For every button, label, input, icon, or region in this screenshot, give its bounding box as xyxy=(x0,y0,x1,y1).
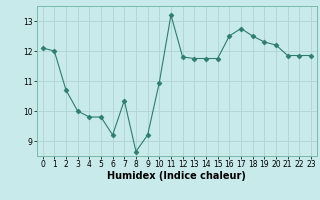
X-axis label: Humidex (Indice chaleur): Humidex (Indice chaleur) xyxy=(108,171,246,181)
